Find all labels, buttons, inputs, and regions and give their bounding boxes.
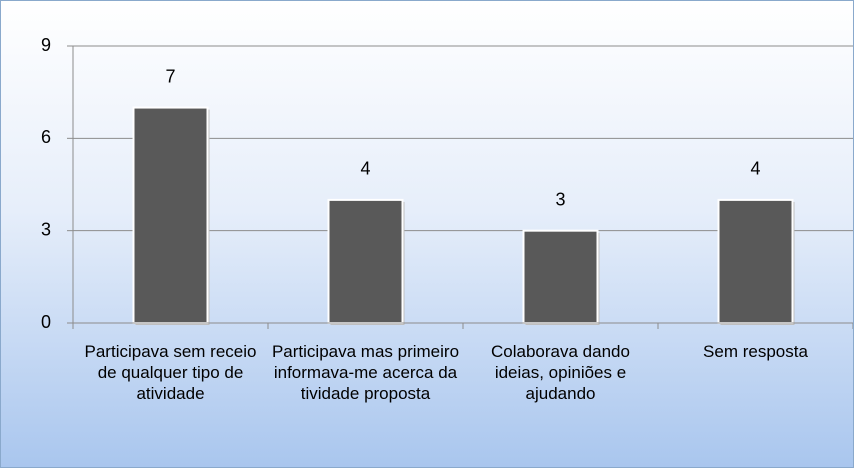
x-tick-label: Colaborava dando ideias, opiniões e ajud… — [491, 342, 630, 403]
y-tick-label: 9 — [41, 35, 51, 55]
data-label: 4 — [360, 159, 370, 179]
bar — [522, 229, 599, 325]
bar — [327, 198, 404, 324]
x-tick-label: Participava mas primeiro informava-me ac… — [271, 342, 460, 403]
data-label: 7 — [165, 66, 175, 86]
y-tick-label: 3 — [41, 219, 51, 239]
bar — [717, 198, 794, 324]
x-tick-label: Participava sem receio de qualquer tipo … — [84, 342, 257, 403]
data-label: 4 — [750, 159, 760, 179]
y-tick-label: 0 — [41, 312, 51, 332]
x-tick-label: Sem resposta — [703, 342, 808, 361]
bar — [132, 106, 209, 324]
data-label: 3 — [555, 189, 565, 209]
y-tick-label: 6 — [41, 127, 51, 147]
